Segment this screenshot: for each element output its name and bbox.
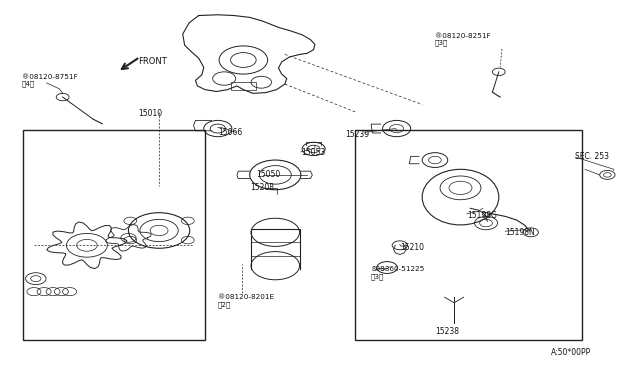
Bar — [23, 131, 205, 340]
Text: ®08120-8751F
（4）: ®08120-8751F （4） — [22, 74, 77, 87]
Text: FRONT: FRONT — [138, 57, 167, 66]
Text: 15050: 15050 — [256, 170, 280, 179]
Bar — [230, 82, 256, 90]
Text: ®08120-8201E
（2）: ®08120-8201E （2） — [218, 294, 274, 308]
Text: 15198N: 15198N — [505, 228, 535, 237]
Bar — [355, 131, 582, 340]
Text: 15210: 15210 — [400, 243, 424, 251]
Text: 15053: 15053 — [301, 148, 325, 157]
Text: ®08120-8251F
（3）: ®08120-8251F （3） — [435, 33, 491, 46]
Text: 15198G: 15198G — [467, 211, 497, 220]
Text: 15010: 15010 — [138, 109, 162, 118]
Text: 15238: 15238 — [435, 327, 459, 336]
Text: 15208: 15208 — [250, 183, 274, 192]
Text: SEC. 253: SEC. 253 — [575, 152, 609, 161]
Text: A:50*00PP: A:50*00PP — [551, 348, 591, 357]
Text: 15239: 15239 — [346, 129, 370, 139]
Text: 15066: 15066 — [218, 128, 242, 137]
Text: ß08360-51225
（3）: ß08360-51225 （3） — [371, 266, 424, 280]
